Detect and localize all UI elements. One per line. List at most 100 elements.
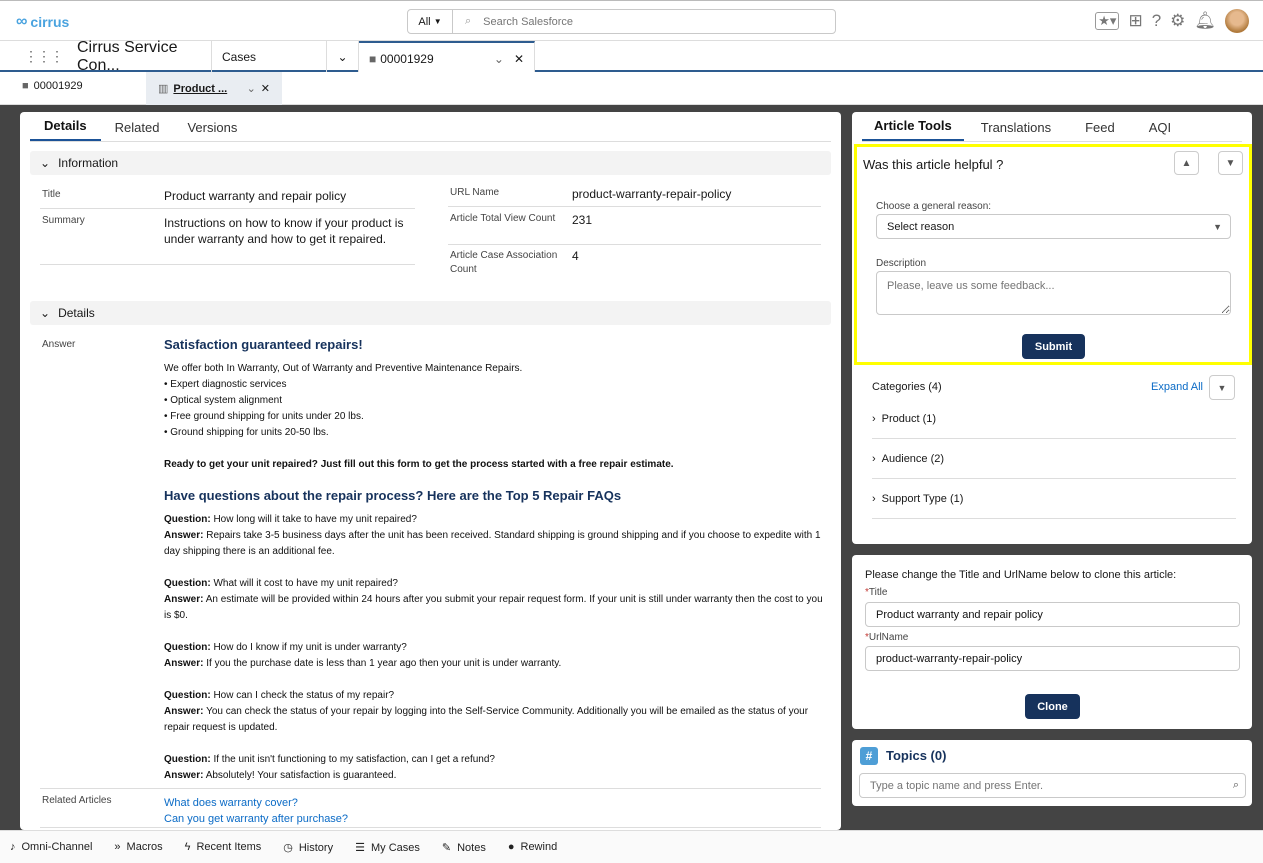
record-icon: ●	[507, 841, 515, 853]
chevron-down-icon[interactable]: ⌄	[246, 83, 256, 95]
reason-select[interactable]: Select reason ▼	[876, 214, 1231, 239]
app-name: Cirrus Service Con...	[77, 38, 178, 74]
faq-item: Question: How long will it take to have …	[164, 514, 821, 557]
faq-answer: Repairs take 3-5 business days after the…	[164, 530, 821, 557]
section-details[interactable]: ⌄ Details	[30, 301, 831, 325]
chevron-right-icon: ›	[872, 412, 876, 425]
omni-channel-icon: ♪	[10, 841, 16, 853]
close-icon[interactable]: ✕	[513, 51, 524, 66]
chevron-down-icon: ⌄	[40, 306, 51, 320]
category-item[interactable]: › Product (1)	[872, 399, 1236, 439]
detail-tabs: Details Related Versions	[30, 112, 831, 142]
utility-my-cases[interactable]: ☰ My Cases	[355, 841, 420, 854]
related-article-link[interactable]: What does warranty cover?	[164, 797, 298, 809]
utility-rewind[interactable]: ● Rewind	[507, 841, 558, 853]
utility-omni-channel[interactable]: ♪ Omni-Channel	[10, 841, 93, 853]
faq-question: If the unit isn't functioning to my sati…	[213, 754, 495, 765]
global-search[interactable]: All ▼ ⌕	[407, 9, 836, 34]
tab-related[interactable]: Related	[114, 120, 160, 135]
caret-down-icon: ▼	[1213, 221, 1222, 232]
utility-notes[interactable]: ✎ Notes	[441, 841, 486, 854]
bell-icon[interactable]: 🔔︎	[1194, 11, 1216, 30]
add-icon[interactable]: ⊞	[1128, 11, 1143, 30]
search-icon: ⌕	[1232, 779, 1239, 791]
expand-all-link[interactable]: Expand All	[1151, 381, 1203, 393]
chevron-down-icon: ⌄	[337, 49, 348, 64]
tab-translations[interactable]: Translations	[980, 120, 1052, 135]
utility-macros[interactable]: » Macros	[114, 841, 163, 853]
cirrus-logo-icon: ∞	[16, 13, 28, 30]
answer-body: Satisfaction guaranteed repairs! We offe…	[164, 337, 824, 800]
category-item[interactable]: › Audience (2)	[872, 439, 1236, 479]
tab-details[interactable]: Details	[30, 118, 101, 141]
faq-item: Question: What will it cost to have my u…	[164, 578, 823, 621]
answer-heading: Satisfaction guaranteed repairs!	[164, 337, 363, 352]
logo[interactable]: ∞ cirrus	[16, 13, 70, 30]
chevron-down-icon[interactable]: ⌄	[493, 51, 504, 66]
feedback-form: Was this article helpful ? ▲ ▼ Choose a …	[854, 144, 1252, 365]
tab-feed[interactable]: Feed	[1085, 120, 1115, 135]
view-count-label: Article Total View Count	[450, 213, 556, 224]
lightning-icon: ϟ	[184, 841, 191, 853]
faq-answer: If you the purchase date is less than 1 …	[206, 658, 562, 669]
utility-history[interactable]: ◷ History	[283, 841, 334, 854]
tab-article-tools[interactable]: Article Tools	[862, 118, 964, 141]
thumbs-up-button[interactable]: ▲	[1174, 151, 1199, 175]
macros-icon: »	[114, 841, 121, 853]
related-article-link[interactable]: Can you get warranty after purchase?	[164, 813, 349, 825]
faq-answer: Absolutely! Your satisfaction is guarant…	[205, 770, 397, 781]
faq-question: How can I check the status of my repair?	[213, 690, 395, 701]
related-articles-field: Related Articles What does warranty cove…	[40, 788, 821, 828]
article-tools-panel: Article Tools Translations Feed AQI Was …	[852, 112, 1252, 544]
thumbs-up-icon: ▲	[1181, 157, 1192, 169]
faq-question: How long will it take to have my unit re…	[213, 514, 417, 525]
utility-bar: ♪ Omni-Channel » Macros ϟ Recent Items ◷ His…	[0, 830, 1263, 863]
favorites-star-icon[interactable]: ★▾	[1095, 12, 1120, 30]
gear-icon[interactable]: ⚙	[1170, 11, 1186, 30]
categories-menu-button[interactable]: ▼	[1209, 375, 1235, 400]
thumbs-down-icon: ▼	[1225, 157, 1236, 169]
submit-button[interactable]: Submit	[1022, 334, 1085, 359]
tab-aqi[interactable]: AQI	[1148, 120, 1172, 135]
url-name-label: URL Name	[450, 187, 500, 198]
clock-icon: ◷	[283, 841, 293, 854]
close-icon[interactable]: ✕	[260, 83, 270, 95]
topic-text-input[interactable]	[870, 779, 1210, 792]
global-header: ∞cirrus All ▼ ⌕ ★▾ ⊞ ? ⚙ 🔔︎	[0, 0, 1263, 41]
faq-question: How do I know if my unit is under warran…	[213, 642, 407, 653]
utility-recent-items[interactable]: ϟ Recent Items	[184, 841, 262, 853]
search-scope-dropdown[interactable]: All ▼	[408, 10, 453, 33]
cases-dropdown[interactable]: ⌄	[327, 41, 359, 72]
faq-answer: You can check the status of your repair …	[164, 706, 809, 733]
summary-value: Instructions on how to know if your prod…	[164, 216, 404, 246]
app-launcher-icon[interactable]: ⋮⋮⋮	[24, 48, 64, 64]
description-textarea[interactable]	[876, 271, 1231, 315]
case-icon: ■	[22, 80, 29, 92]
topics-panel: # Topics (0) ⌕	[852, 740, 1252, 806]
subtab-article[interactable]: ▥ Product ... ⌄ ✕	[146, 72, 282, 105]
clone-title-input[interactable]	[865, 602, 1240, 627]
case-association-label: Article Case Association Count	[450, 250, 558, 275]
hashtag-icon: #	[860, 747, 878, 765]
subtab-case[interactable]: ■ 00001929	[22, 80, 83, 92]
search-input[interactable]	[483, 15, 804, 28]
faq-item: Question: How do I know if my unit is un…	[164, 642, 562, 669]
notes-icon: ✎	[441, 841, 452, 854]
clone-urlname-input[interactable]	[865, 646, 1240, 671]
title-label: Title	[42, 189, 61, 200]
help-icon[interactable]: ?	[1151, 11, 1162, 30]
chevron-right-icon: ›	[872, 492, 876, 505]
categories-title: Categories (4)	[872, 381, 942, 393]
workspace-tab[interactable]: ■ 00001929 ⌄ ✕	[359, 41, 535, 74]
clone-button[interactable]: Clone	[1025, 694, 1080, 719]
tab-versions[interactable]: Versions	[187, 120, 238, 135]
url-name-value: product-warranty-repair-policy	[572, 187, 732, 201]
topic-input[interactable]: ⌕	[859, 773, 1246, 798]
thumbs-down-button[interactable]: ▼	[1218, 151, 1243, 175]
chevron-right-icon: ›	[872, 452, 876, 465]
avatar[interactable]	[1225, 9, 1249, 33]
nav-item-cases[interactable]: Cases	[212, 41, 327, 72]
article-detail-panel: Details Related Versions ⌄ Information Ti…	[20, 112, 841, 830]
section-information[interactable]: ⌄ Information	[30, 151, 831, 175]
category-item[interactable]: › Support Type (1)	[872, 479, 1236, 519]
